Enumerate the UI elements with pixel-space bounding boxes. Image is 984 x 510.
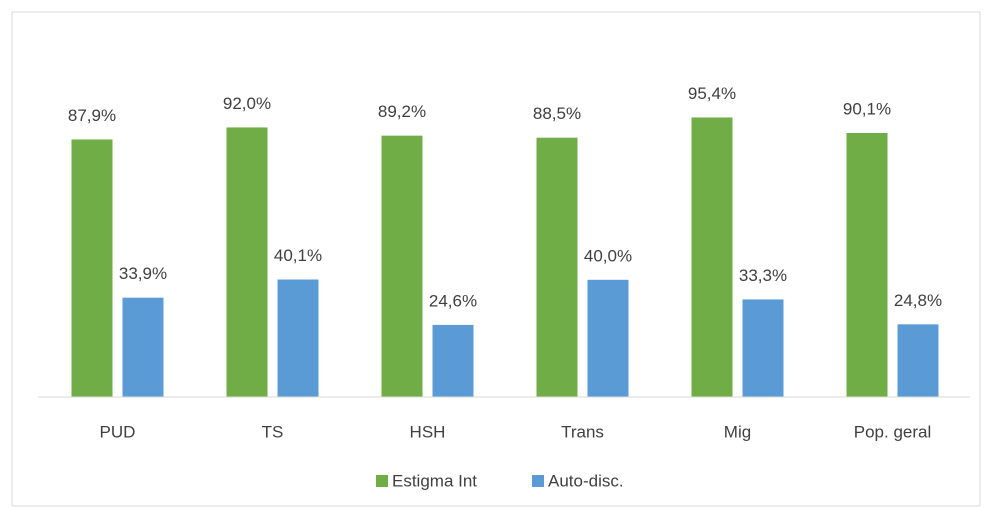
- data-label: 92,0%: [223, 94, 271, 113]
- bar: [846, 133, 888, 397]
- data-label: 90,1%: [843, 99, 891, 118]
- bar: [432, 324, 474, 397]
- x-tick-label: Mig: [724, 422, 751, 441]
- bar: [277, 279, 319, 397]
- x-tick-label: HSH: [410, 422, 446, 441]
- bar: [381, 135, 423, 398]
- bar: [587, 279, 629, 397]
- x-tick-label: TS: [262, 422, 284, 441]
- bar: [536, 137, 578, 397]
- data-label: 24,6%: [429, 291, 477, 310]
- data-label: 33,9%: [119, 264, 167, 283]
- data-label: 40,1%: [274, 246, 322, 265]
- data-label: 95,4%: [688, 84, 736, 103]
- legend-swatch: [532, 475, 544, 487]
- bar: [897, 324, 939, 397]
- legend-label: Auto-disc.: [548, 471, 624, 490]
- bar: [742, 299, 784, 397]
- x-tick-label: Pop. geral: [854, 422, 932, 441]
- bar: [691, 117, 733, 397]
- bar: [122, 297, 164, 397]
- bar: [226, 127, 268, 397]
- legend-swatch: [376, 475, 388, 487]
- data-label: 33,3%: [739, 266, 787, 285]
- legend-label: Estigma Int: [392, 471, 477, 490]
- chart-border: [11, 11, 981, 507]
- data-label: 40,0%: [584, 246, 632, 265]
- data-label: 89,2%: [378, 102, 426, 121]
- x-tick-label: Trans: [561, 422, 604, 441]
- data-label: 87,9%: [68, 106, 116, 125]
- data-label: 24,8%: [894, 291, 942, 310]
- x-tick-label: PUD: [100, 422, 136, 441]
- data-label: 88,5%: [533, 104, 581, 123]
- bar: [71, 139, 113, 397]
